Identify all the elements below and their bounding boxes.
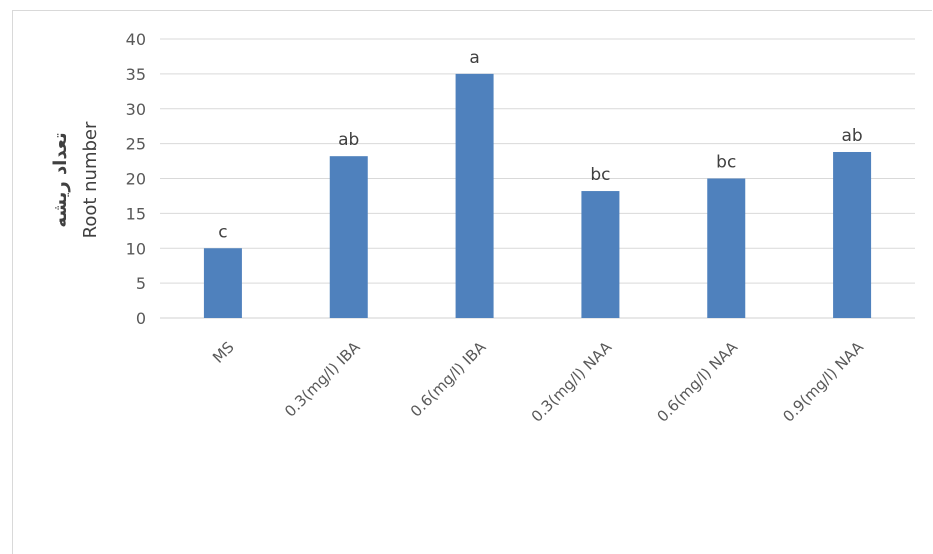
chart-frame: [12, 10, 932, 554]
data-label: a: [469, 48, 479, 68]
data-label: bc: [716, 153, 736, 173]
y-axis-title-fa-group: تعداد ریشه: [50, 132, 71, 227]
y-axis-title-group: Root number: [80, 121, 101, 238]
y-tick-label: 5: [136, 274, 146, 293]
y-tick-label: 30: [126, 100, 146, 119]
y-tick-label: 0: [136, 309, 146, 328]
bar-2: [455, 73, 494, 318]
y-tick-label: 10: [126, 239, 146, 258]
y-tick-label: 35: [126, 65, 146, 84]
y-tick-labels: 0 5 10 15 20 25 30 35 40: [126, 30, 146, 328]
data-label: bc: [590, 165, 610, 185]
bar-4: [707, 178, 746, 318]
category-label: 0.9(mg/l) NAA: [779, 338, 867, 426]
y-tick-label: 20: [126, 170, 146, 189]
category-label: MS: [209, 338, 238, 367]
category-labels: MS 0.3(mg/l) IBA 0.6(mg/l) IBA 0.3(mg/l) NA…: [209, 338, 867, 426]
y-axis-title-fa: تعداد ریشه: [50, 132, 71, 227]
category-label: 0.3(mg/l) NAA: [528, 338, 616, 426]
data-label: c: [218, 222, 227, 242]
bar-3: [581, 191, 620, 318]
category-label: 0.3(mg/l) IBA: [281, 338, 364, 421]
data-label: ab: [338, 130, 359, 150]
y-axis-title: Root number: [80, 121, 101, 238]
data-labels: c ab a bc bc ab: [218, 48, 862, 242]
category-label: 0.6(mg/l) NAA: [654, 338, 742, 426]
data-label: ab: [841, 126, 862, 146]
category-label: 0.6(mg/l) IBA: [407, 338, 490, 421]
y-tick-label: 25: [126, 135, 146, 154]
bar-5: [833, 151, 872, 318]
bar-0: [203, 248, 242, 318]
bar-1: [329, 156, 368, 318]
bars: [203, 73, 872, 318]
y-tick-label: 15: [126, 204, 146, 223]
y-tick-label: 40: [126, 30, 146, 49]
gridlines: [160, 38, 915, 319]
